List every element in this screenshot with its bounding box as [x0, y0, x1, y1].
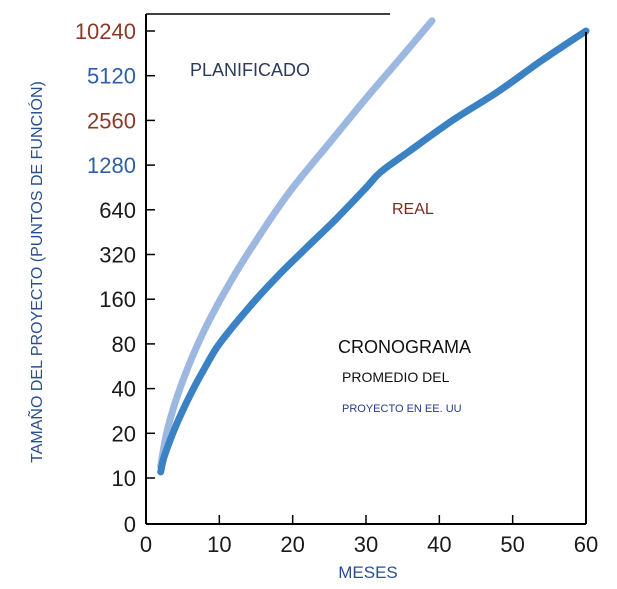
x-tick-label: 60 [574, 532, 598, 557]
series-line-actual [157, 27, 590, 476]
x-tick-label: 40 [427, 532, 451, 557]
x-axis-title: MESES [338, 563, 398, 582]
y-tick-label: 10240 [75, 19, 136, 44]
y-tick-label: 1280 [87, 153, 136, 178]
planned-series-label: PLANIFICADO [190, 60, 310, 80]
actual-series-label: REAL [392, 201, 434, 218]
y-tick-label: 0 [124, 512, 136, 537]
y-tick-label: 10 [112, 466, 136, 491]
y-tick-label: 5120 [87, 64, 136, 89]
ticks-layer: 0 10 20 30 40 50 60 0 10 20 40 80 160 320 640 1280 2560 5… [75, 19, 598, 557]
axes-layer [145, 13, 587, 525]
x-tick-label: 10 [207, 532, 231, 557]
y-tick-label: 80 [112, 332, 136, 357]
series-layer [157, 17, 590, 476]
schedule-annotation-line2: PROMEDIO DEL [342, 369, 450, 385]
x-tick-label: 20 [280, 532, 304, 557]
schedule-annotation-line1: CRONOGRAMA [338, 337, 471, 357]
y-tick-label: 40 [112, 377, 136, 402]
y-tick-label: 320 [99, 243, 136, 268]
y-tick-label: 160 [99, 287, 136, 312]
x-tick-label: 30 [354, 532, 378, 557]
y-tick-label: 2560 [87, 108, 136, 133]
y-tick-label: 20 [112, 421, 136, 446]
schedule-annotation-line3: PROYECTO EN EE. UU [342, 403, 462, 415]
y-axis-title: TAMAÑO DEL PROYECTO (PUNTOS DE FUNCIÓN) [26, 81, 46, 463]
x-tick-label: 50 [500, 532, 524, 557]
x-tick-label: 0 [140, 532, 152, 557]
y-tick-label: 640 [99, 198, 136, 223]
series-line-planned [157, 17, 436, 470]
